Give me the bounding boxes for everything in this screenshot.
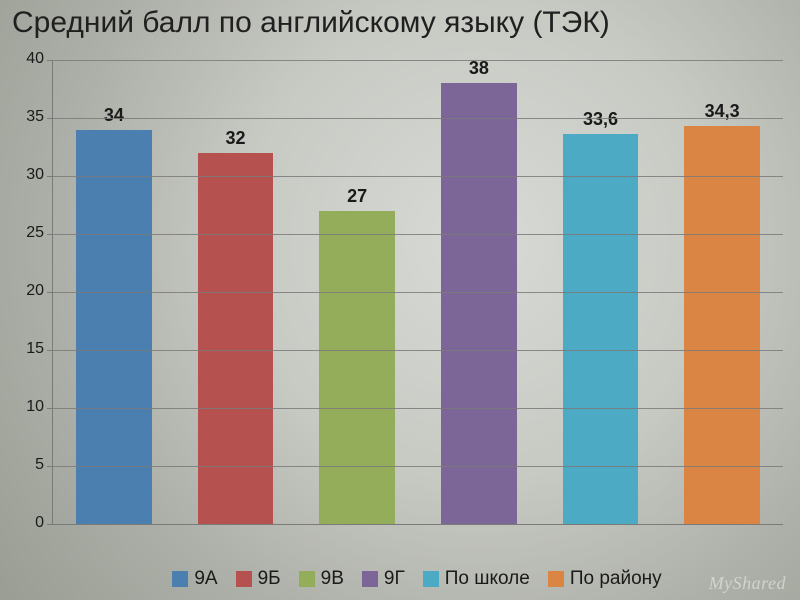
- grid-line: [53, 176, 783, 177]
- y-tick-label: 30: [10, 166, 44, 184]
- bar-9В: [319, 211, 394, 524]
- bar-label-9А: 34: [54, 105, 174, 126]
- grid-line: [53, 466, 783, 467]
- legend-swatch: [362, 571, 378, 587]
- legend-item-9А: 9А: [172, 568, 217, 590]
- y-tick: [47, 408, 53, 409]
- bar-9Б: [198, 153, 273, 524]
- legend-item-По школе: По школе: [423, 568, 530, 590]
- legend-label: 9Г: [384, 568, 405, 590]
- y-tick-label: 20: [10, 282, 44, 300]
- grid-line: [53, 350, 783, 351]
- plot-area: 3432273833,634,3: [52, 60, 783, 525]
- y-tick-label: 5: [10, 456, 44, 474]
- bar-По району: [684, 126, 759, 524]
- bar-chart: 3432273833,634,3 0510152025303540 9А9Б9В…: [10, 54, 790, 594]
- y-tick: [47, 60, 53, 61]
- legend-swatch: [423, 571, 439, 587]
- legend-label: 9А: [194, 568, 217, 590]
- legend-swatch: [172, 571, 188, 587]
- legend-item-По району: По району: [548, 568, 662, 590]
- watermark: MyShared: [709, 573, 786, 594]
- legend-label: По району: [570, 568, 662, 590]
- bar-label-9Г: 38: [419, 58, 539, 79]
- y-tick-label: 40: [10, 50, 44, 68]
- y-tick-label: 25: [10, 224, 44, 242]
- grid-line: [53, 408, 783, 409]
- bar-9Г: [441, 83, 516, 524]
- bar-label-9Б: 32: [176, 128, 296, 149]
- y-tick: [47, 524, 53, 525]
- y-tick: [47, 118, 53, 119]
- grid-line: [53, 292, 783, 293]
- y-tick: [47, 292, 53, 293]
- legend-label: По школе: [445, 568, 530, 590]
- y-tick: [47, 234, 53, 235]
- bar-label-По школе: 33,6: [541, 109, 661, 130]
- bar-9А: [76, 130, 151, 524]
- grid-line: [53, 234, 783, 235]
- y-tick-label: 15: [10, 340, 44, 358]
- legend-swatch: [548, 571, 564, 587]
- chart-title: Средний балл по английскому языку (ТЭК): [12, 6, 610, 40]
- y-tick: [47, 350, 53, 351]
- y-tick-label: 0: [10, 514, 44, 532]
- legend-item-9Г: 9Г: [362, 568, 405, 590]
- legend-swatch: [236, 571, 252, 587]
- slide: { "title": "Средний балл по английскому …: [0, 0, 800, 600]
- y-tick: [47, 466, 53, 467]
- legend-label: 9Б: [258, 568, 281, 590]
- grid-line: [53, 60, 783, 61]
- legend: 9А 9Б 9В 9Г По школе По району: [52, 568, 782, 590]
- legend-item-9В: 9В: [299, 568, 344, 590]
- y-tick: [47, 176, 53, 177]
- grid-line: [53, 118, 783, 119]
- legend-swatch: [299, 571, 315, 587]
- legend-label: 9В: [321, 568, 344, 590]
- bar-label-9В: 27: [297, 186, 417, 207]
- y-tick-label: 35: [10, 108, 44, 126]
- y-tick-label: 10: [10, 398, 44, 416]
- legend-item-9Б: 9Б: [236, 568, 281, 590]
